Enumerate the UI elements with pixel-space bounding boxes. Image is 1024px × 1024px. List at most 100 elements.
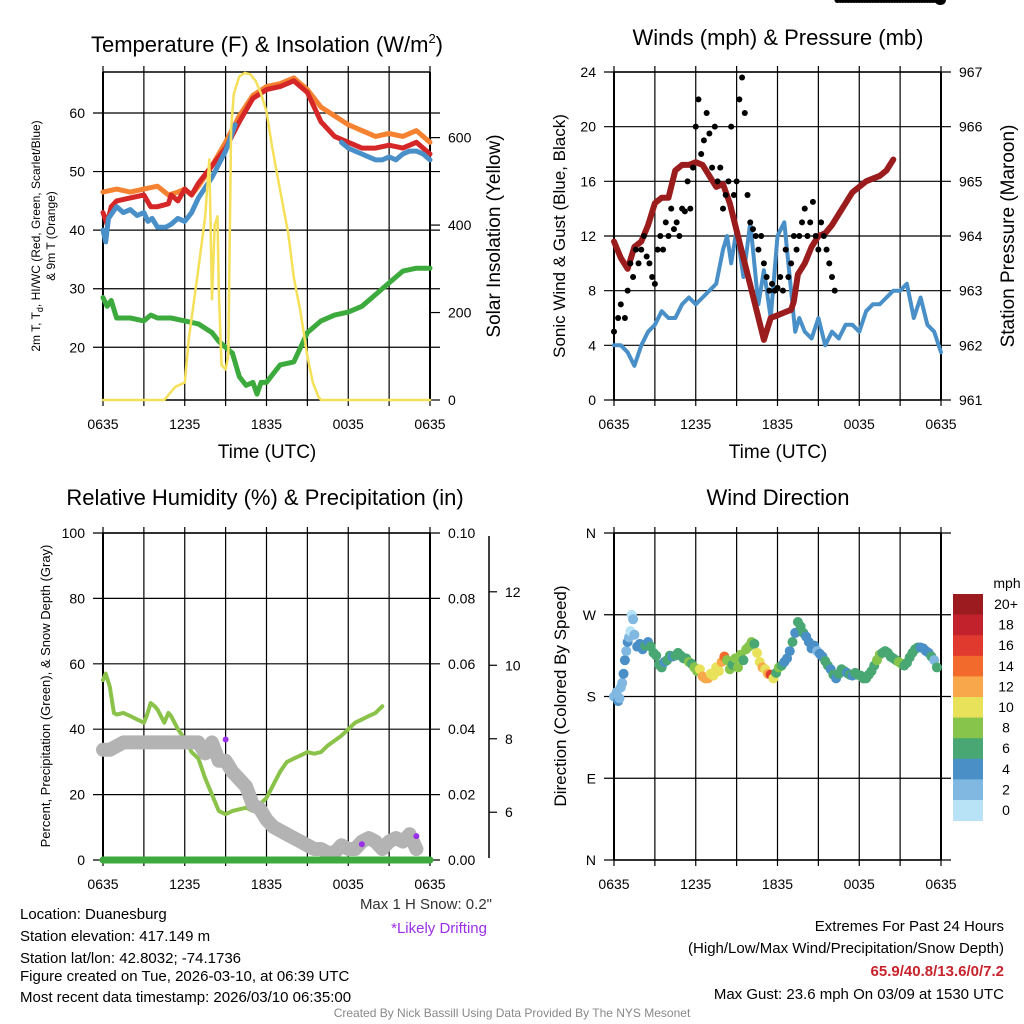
y-axis-title: Percent, Precipitation (Green), & Snow D… (38, 545, 53, 848)
series-station-pressure (611, 156, 897, 343)
gust-point (790, 233, 797, 239)
y-tick-label: E (587, 770, 596, 786)
gust-point (785, 274, 792, 280)
gust-point (665, 233, 672, 239)
gust-point (692, 123, 699, 130)
max-gust: Max Gust: 23.6 mph On 03/09 at 1530 UTC (713, 986, 1004, 1003)
legend-swatch (953, 614, 983, 636)
x-tick-label: 0035 (333, 416, 364, 432)
chart-title-winds: Winds (mph) & Pressure (mb) (633, 25, 924, 50)
legend-swatch (953, 635, 983, 657)
y-tick-label: 30 (69, 281, 85, 297)
extremes-values: 65.9/40.8/13.6/0/7.2 (870, 963, 1004, 980)
gust-point (777, 274, 784, 280)
direction-point (617, 677, 628, 688)
gust-point (627, 260, 634, 267)
y-tick-label: 100 (62, 525, 86, 541)
gust-point (700, 137, 707, 144)
gust-point (643, 253, 650, 260)
gust-point (812, 233, 819, 239)
gust-point (717, 164, 724, 171)
gust-point (684, 178, 691, 185)
gust-point (744, 192, 751, 198)
gust-point (755, 246, 762, 253)
x-tick-label: 1235 (680, 876, 711, 892)
legend-swatch (953, 594, 983, 615)
gust-point (736, 96, 743, 103)
station-latlon: Station lat/lon: 42.8032; -74.1736 (20, 950, 242, 967)
gust-point (703, 110, 710, 116)
legend-swatch (953, 697, 983, 718)
gust-point (774, 284, 781, 291)
legend-label: 12 (998, 678, 1014, 694)
chart-title-temperature: Temperature (F) & Insolation (W/m2) (91, 31, 443, 57)
gust-point (714, 178, 721, 185)
y-right-tick-label: 200 (448, 305, 472, 321)
gust-point (788, 260, 795, 267)
gust-point (668, 205, 675, 212)
y-axis-title: Sonic Wind & Gust (Blue, Black) (550, 114, 569, 358)
legend-swatch (953, 676, 983, 698)
gust-point (782, 246, 789, 253)
gust-point (730, 192, 737, 198)
series-dew-point (100, 265, 433, 397)
legend-swatch (953, 717, 983, 739)
y-right-tick-label: 400 (448, 217, 472, 233)
gust-point (624, 287, 631, 294)
gust-point (793, 246, 800, 253)
legend-swatch (953, 779, 983, 801)
y-tick-label: W (583, 607, 597, 623)
gust-point (695, 96, 702, 103)
y-right-tick-label: 966 (959, 119, 983, 135)
gust-point (706, 130, 713, 137)
gust-point (646, 260, 653, 267)
y-right-tick-label: 967 (959, 64, 983, 80)
chart-title-wind-direction: Wind Direction (706, 485, 849, 510)
direction-point (749, 638, 760, 649)
direction-point (651, 650, 662, 661)
extremes-heading: Extremes For Past 24 Hours (814, 918, 1004, 935)
y-tick-label: 12 (580, 228, 596, 244)
gust-point (779, 287, 786, 294)
series-snow-depth (96, 735, 424, 860)
legend-label: 4 (1002, 761, 1010, 777)
direction-point (619, 655, 630, 666)
y-tick-label: 0 (588, 392, 596, 408)
snow-tick-label: 12 (505, 584, 521, 600)
gust-point (749, 226, 756, 233)
gust-point (709, 164, 716, 171)
x-tick-label: 1235 (680, 416, 711, 432)
x-tick-label: 1835 (251, 876, 282, 892)
legend-swatch (953, 800, 983, 821)
y-tick-label: 40 (69, 222, 85, 238)
y-tick-label: N (586, 852, 596, 868)
gust-point (657, 233, 664, 239)
gust-point (809, 198, 816, 205)
y-tick-label: 20 (580, 119, 596, 135)
x-tick-label: 0035 (844, 876, 875, 892)
drifting-point (413, 833, 420, 840)
gust-point (720, 205, 726, 212)
snow-tick-label: 6 (505, 804, 513, 820)
direction-point (713, 666, 724, 677)
direction-point (629, 629, 640, 640)
gust-point (752, 233, 759, 239)
direction-point (618, 668, 629, 679)
gust-point (651, 280, 658, 287)
y-axis-title: Direction (Colored By Speed) (551, 585, 570, 806)
gust-point (796, 233, 803, 239)
y-right-tick-label: 0.06 (448, 656, 475, 672)
series-insolation (101, 71, 432, 402)
gust-point (769, 280, 776, 287)
y-tick-label: 60 (69, 105, 85, 121)
x-tick-label: 1835 (762, 416, 793, 432)
gust-point (823, 246, 830, 253)
y-tick-label: S (587, 689, 596, 705)
y-right-tick-label: 0.04 (448, 721, 475, 737)
max-snow-label: Max 1 H Snow: 0.2" (359, 896, 492, 913)
gust-point (673, 219, 680, 226)
y-tick-label: N (586, 525, 596, 541)
gust-point (698, 151, 705, 157)
drifting-point (358, 841, 365, 848)
extremes-legend: (High/Low/Max Wind/Precipitation/Snow De… (688, 940, 1004, 957)
